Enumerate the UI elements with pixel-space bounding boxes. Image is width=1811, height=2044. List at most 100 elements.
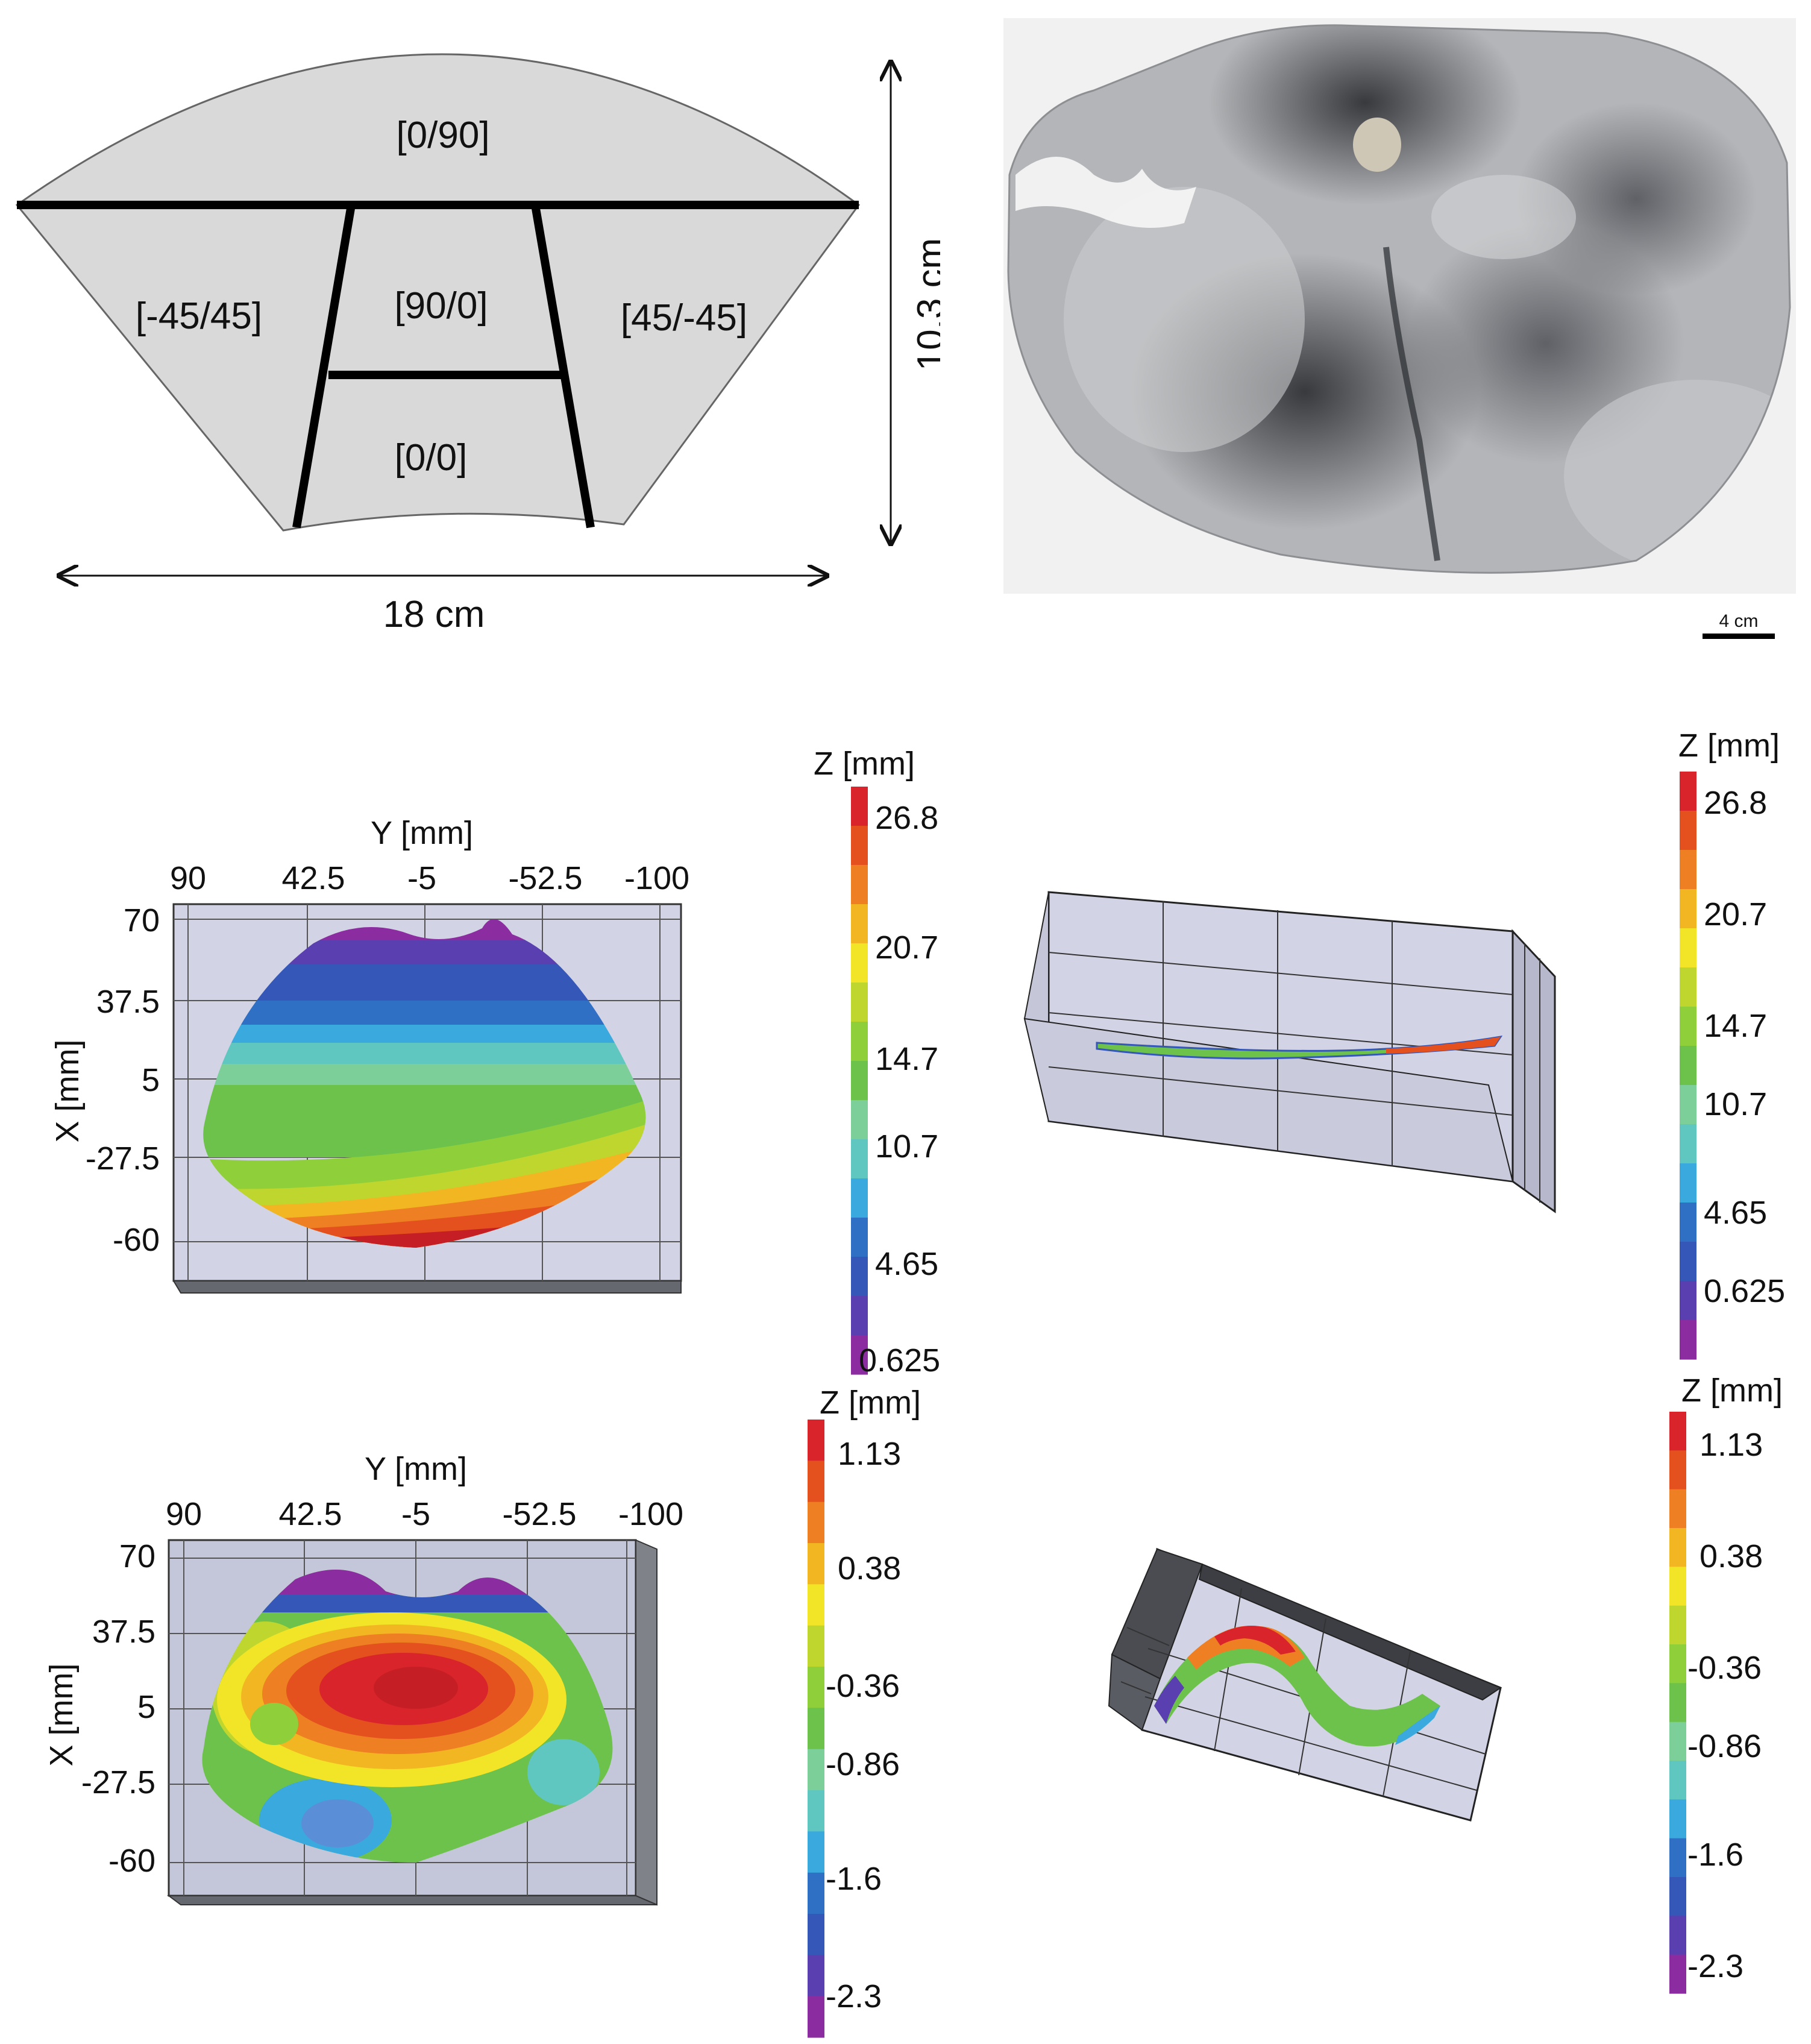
colorbar-swatch — [1669, 1838, 1686, 1878]
region-label-0-90: [0/90] — [396, 115, 489, 156]
colorbar-swatch — [808, 1420, 824, 1461]
colorbar-title: Z [mm] — [820, 1385, 921, 1421]
colorbar-swatches — [1669, 1412, 1686, 1994]
specimen-photo — [1003, 18, 1796, 594]
colorbar-swatch — [1669, 1799, 1686, 1839]
colorbar-swatch — [1680, 967, 1696, 1007]
scale-bar-line — [1703, 634, 1775, 639]
colorbar-swatch — [808, 1667, 824, 1708]
colorbar-tick: -0.86 — [1687, 1728, 1762, 1764]
scale-bar-label: 4 cm — [1719, 611, 1759, 631]
plot-top-left: Y [mm] 90 42.5 -5 -52.5 -100 X [mm] 70 3… — [49, 815, 689, 1294]
y-tick: -100 — [624, 860, 689, 896]
colorbar-tick: 1.13 — [1700, 1427, 1763, 1463]
colorbar-swatch — [1669, 1450, 1686, 1490]
colorbar-top-right: Z [mm] 26.8 20.7 14.7 10.7 4.65 0.625 — [1678, 728, 1785, 1360]
plot-top-right-3d — [1023, 891, 1556, 1213]
x-tick: 70 — [124, 902, 160, 939]
colorbar-swatch — [851, 1022, 868, 1061]
colorbar-swatch — [808, 1914, 824, 1955]
region-label-m45-45: [-45/45] — [136, 295, 262, 337]
x-tick: 37.5 — [96, 984, 160, 1020]
y-tick: 42.5 — [281, 860, 345, 896]
colorbar-swatch — [1669, 1528, 1686, 1567]
colorbar-tick: 26.8 — [875, 800, 938, 836]
colorbar-swatch — [1680, 1320, 1696, 1360]
colorbar-swatch — [851, 1335, 868, 1375]
y-tick: 42.5 — [278, 1496, 342, 1532]
colorbar-swatch — [808, 1543, 824, 1585]
x-tick: -60 — [113, 1222, 160, 1258]
layup-schematic: [0/90] [-45/45] [90/0] [45/-45] [0/0] 10… — [15, 53, 940, 635]
colorbar-bottom-left: Z [mm] 1.13 0.38 -0.36 -0.86 -1.6 -2.3 — [808, 1385, 921, 2038]
colorbar-swatch — [1680, 1281, 1696, 1321]
y-tick: 90 — [170, 860, 206, 896]
sector-shape — [15, 53, 861, 532]
colorbar-swatches — [808, 1420, 824, 2038]
colorbar-swatch — [808, 1996, 824, 2038]
colorbar-swatch — [1669, 1644, 1686, 1684]
colorbar-tick: 0.38 — [1700, 1538, 1763, 1574]
y-axis-title: Y [mm] — [365, 1451, 467, 1487]
colorbar-tick: -1.6 — [826, 1861, 882, 1897]
colorbar-swatch — [808, 1708, 824, 1750]
colorbar-tick: 4.65 — [1704, 1195, 1767, 1231]
colorbar-swatch — [1669, 1489, 1686, 1529]
colorbar-tick: -1.6 — [1687, 1837, 1744, 1873]
colorbar-swatch — [1680, 811, 1696, 851]
colorbar-swatch — [851, 1296, 868, 1336]
colorbar-tick: -2.3 — [826, 1978, 882, 2014]
colorbar-swatch — [1680, 889, 1696, 929]
colorbar-swatch — [1680, 1203, 1696, 1242]
colorbar-tick: 20.7 — [875, 929, 938, 966]
colorbar-swatch — [1680, 1163, 1696, 1203]
x-tick: 37.5 — [92, 1614, 155, 1650]
colorbar-tick: 10.7 — [1704, 1086, 1767, 1122]
colorbar-swatch — [1680, 850, 1696, 890]
width-label: 18 cm — [383, 594, 485, 635]
colorbar-tick: 0.625 — [859, 1342, 940, 1379]
y-tick: -5 — [407, 860, 436, 896]
colorbar-swatch — [808, 1872, 824, 1914]
colorbar-swatch — [1669, 1722, 1686, 1761]
colorbar-swatch — [1680, 772, 1696, 811]
y-tick: -5 — [401, 1496, 430, 1532]
region-label-45-m45: [45/-45] — [621, 297, 747, 339]
x-axis-title: X [mm] — [43, 1664, 80, 1767]
colorbar-swatch — [1669, 1954, 1686, 1994]
colorbar-tick: 14.7 — [1704, 1008, 1767, 1044]
y-tick: -52.5 — [508, 860, 582, 896]
colorbar-swatch — [851, 787, 868, 826]
colorbar-title: Z [mm] — [1681, 1373, 1783, 1409]
colorbar-tick: -2.3 — [1687, 1948, 1744, 1984]
colorbar-swatch — [808, 1749, 824, 1791]
colorbar-swatches — [851, 787, 868, 1375]
colorbar-tick: 4.65 — [875, 1246, 938, 1282]
colorbar-swatch — [1669, 1412, 1686, 1451]
scale-bar: 4 cm — [1696, 612, 1781, 648]
colorbar-tick: -0.36 — [826, 1668, 900, 1704]
deformed-surface-wave — [1154, 1626, 1440, 1747]
colorbar-tick: 14.7 — [875, 1041, 938, 1077]
colorbar-tick: 26.8 — [1704, 785, 1767, 821]
colorbar-tick: -0.86 — [826, 1746, 900, 1782]
colorbar-swatch — [1680, 1124, 1696, 1164]
colorbar-swatch — [851, 1178, 868, 1218]
x-tick: 5 — [137, 1689, 155, 1725]
colorbar-tick: 10.7 — [875, 1128, 938, 1165]
x-tick: -27.5 — [86, 1140, 160, 1177]
x-axis-title: X [mm] — [49, 1040, 86, 1143]
y-tick: -100 — [618, 1496, 683, 1532]
colorbar-swatch — [1680, 1242, 1696, 1281]
colorbar-swatch — [808, 1625, 824, 1667]
y-tick: -52.5 — [502, 1496, 576, 1532]
colorbar-swatch — [851, 1218, 868, 1257]
colorbar-swatch — [1680, 1007, 1696, 1046]
y-tick: 90 — [166, 1496, 202, 1532]
colorbar-swatch — [851, 1257, 868, 1297]
x-tick: -27.5 — [81, 1764, 155, 1800]
colorbar-tick: 0.38 — [838, 1550, 901, 1586]
colorbar-swatch — [1680, 928, 1696, 968]
colorbar-swatch — [851, 1061, 868, 1101]
height-label: 10.3 cm — [910, 238, 940, 371]
